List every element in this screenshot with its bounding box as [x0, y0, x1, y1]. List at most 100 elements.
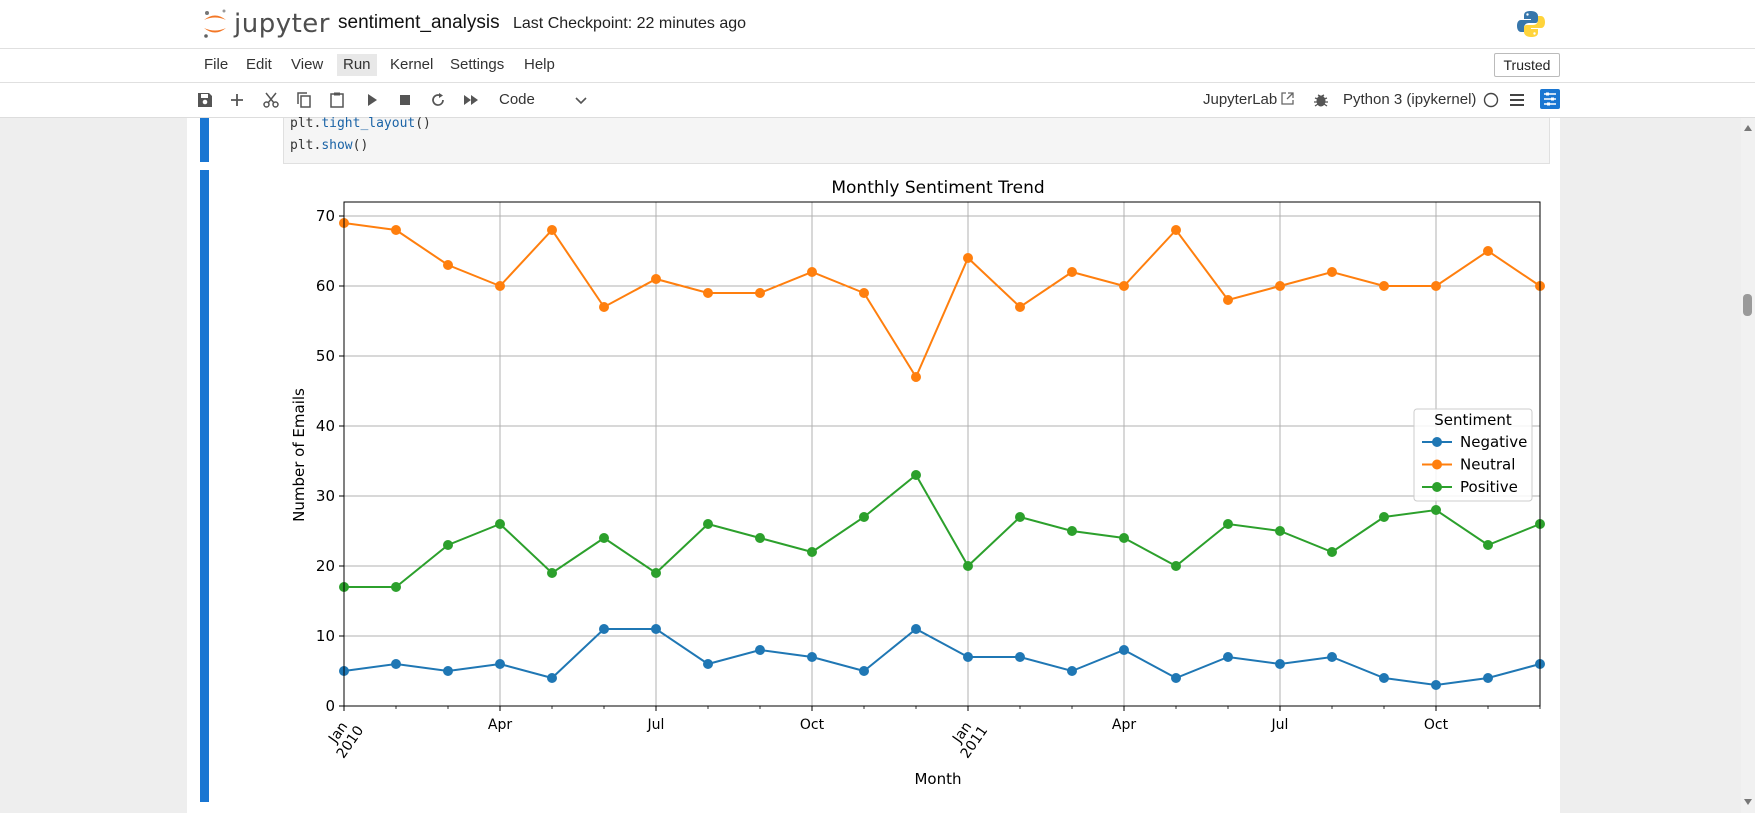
data-point-negative: [1483, 673, 1493, 683]
data-point-negative: [807, 652, 817, 662]
data-point-negative: [495, 659, 505, 669]
debugger-icon[interactable]: [1312, 91, 1330, 109]
data-point-negative: [755, 645, 765, 655]
data-point-positive: [599, 533, 609, 543]
data-point-negative: [1067, 666, 1077, 676]
data-point-neutral: [1275, 281, 1285, 291]
x-axis-label: Month: [914, 770, 961, 788]
data-point-positive: [911, 470, 921, 480]
run-icon[interactable]: [363, 91, 381, 109]
y-tick-label: 10: [316, 627, 335, 645]
data-point-neutral: [391, 225, 401, 235]
x-tick-label: Apr: [1112, 717, 1136, 733]
logo-text: jupyter: [234, 9, 330, 39]
menu-kernel[interactable]: Kernel: [390, 56, 434, 73]
menu-run[interactable]: Run: [337, 54, 377, 76]
external-link-icon[interactable]: [1280, 91, 1295, 106]
x-tick-label: Oct: [1424, 717, 1449, 733]
data-point-positive: [1327, 547, 1337, 557]
legend-box: [1413, 408, 1533, 502]
jupyter-logo[interactable]: jupyter: [200, 6, 330, 42]
output-collapser[interactable]: [200, 170, 209, 802]
data-point-negative: [599, 624, 609, 634]
data-point-neutral: [443, 260, 453, 270]
trusted-badge[interactable]: Trusted: [1494, 53, 1560, 77]
y-tick-label: 20: [316, 557, 335, 575]
data-point-neutral: [651, 274, 661, 284]
data-point-positive: [1483, 540, 1493, 550]
data-point-neutral: [1483, 246, 1493, 256]
plot-frame: [343, 201, 1541, 707]
checkpoint-status: Last Checkpoint: 22 minutes ago: [513, 15, 747, 32]
data-point-negative: [651, 624, 661, 634]
menu-view[interactable]: View: [291, 56, 324, 73]
data-point-negative: [1327, 652, 1337, 662]
scroll-up-icon[interactable]: [1743, 123, 1753, 133]
property-inspector-icon[interactable]: [1540, 89, 1560, 109]
data-point-negative: [1223, 652, 1233, 662]
data-point-negative: [859, 666, 869, 676]
data-point-positive: [651, 568, 661, 578]
menu-icon[interactable]: [1508, 91, 1526, 109]
jupyter-logo-icon: [204, 9, 226, 38]
data-point-positive: [1015, 512, 1025, 522]
jupyterlab-link[interactable]: JupyterLab: [1203, 91, 1278, 108]
data-point-negative: [1015, 652, 1025, 662]
menu-edit[interactable]: Edit: [246, 56, 272, 73]
restart-icon[interactable]: [429, 91, 447, 109]
copy-icon[interactable]: [295, 91, 313, 109]
data-point-neutral: [911, 372, 921, 382]
data-point-positive: [755, 533, 765, 543]
y-tick-label: 70: [316, 207, 335, 225]
y-tick-label: 60: [316, 277, 335, 295]
kernel-name[interactable]: Python 3 (ipykernel): [1343, 91, 1477, 108]
data-point-positive: [703, 519, 713, 529]
data-point-neutral: [807, 267, 817, 277]
cell-type-select[interactable]: Code: [499, 91, 535, 108]
data-point-neutral: [547, 225, 557, 235]
scrollbar-thumb[interactable]: [1743, 294, 1752, 316]
y-tick-label: 40: [316, 417, 335, 435]
data-point-positive: [1067, 526, 1077, 536]
x-tick-label: Jul: [647, 717, 665, 733]
fast-forward-icon[interactable]: [462, 91, 480, 109]
data-point-positive: [391, 582, 401, 592]
data-point-negative: [547, 673, 557, 683]
data-point-negative: [391, 659, 401, 669]
stop-icon[interactable]: [396, 91, 414, 109]
save-icon[interactable]: [196, 91, 214, 109]
data-point-positive: [1275, 526, 1285, 536]
data-point-positive: [859, 512, 869, 522]
data-point-neutral: [495, 281, 505, 291]
data-point-neutral: [859, 288, 869, 298]
menu-settings[interactable]: Settings: [450, 56, 505, 73]
data-point-neutral: [599, 302, 609, 312]
y-tick-label: 0: [325, 697, 335, 715]
chart-title: Monthly Sentiment Trend: [831, 178, 1044, 198]
data-point-negative: [911, 624, 921, 634]
data-point-neutral: [703, 288, 713, 298]
menu-help[interactable]: Help: [524, 56, 555, 73]
notebook-title[interactable]: sentiment_analysis: [338, 12, 500, 33]
code-cell-input[interactable]: plt.tight_layout() plt.show(): [283, 116, 1550, 164]
data-point-neutral: [1067, 267, 1077, 277]
data-point-positive: [547, 568, 557, 578]
legend-marker-neutral: [1432, 459, 1442, 470]
cut-icon[interactable]: [262, 91, 280, 109]
legend-label-positive: Positive: [1460, 478, 1518, 496]
data-point-positive: [1379, 512, 1389, 522]
x-tick-label: Apr: [488, 717, 512, 733]
cell-collapser[interactable]: [200, 118, 209, 162]
data-point-neutral: [1015, 302, 1025, 312]
menu-file[interactable]: File: [204, 56, 229, 73]
add-cell-icon[interactable]: [228, 91, 246, 109]
data-point-neutral: [1223, 295, 1233, 305]
chevron-down-icon[interactable]: [574, 93, 588, 107]
data-point-neutral: [1119, 281, 1129, 291]
code-line: plt.show(): [290, 138, 369, 153]
scroll-down-icon[interactable]: [1743, 797, 1753, 807]
paste-icon[interactable]: [328, 91, 346, 109]
scrollbar-track[interactable]: [1741, 118, 1755, 813]
data-point-negative: [703, 659, 713, 669]
